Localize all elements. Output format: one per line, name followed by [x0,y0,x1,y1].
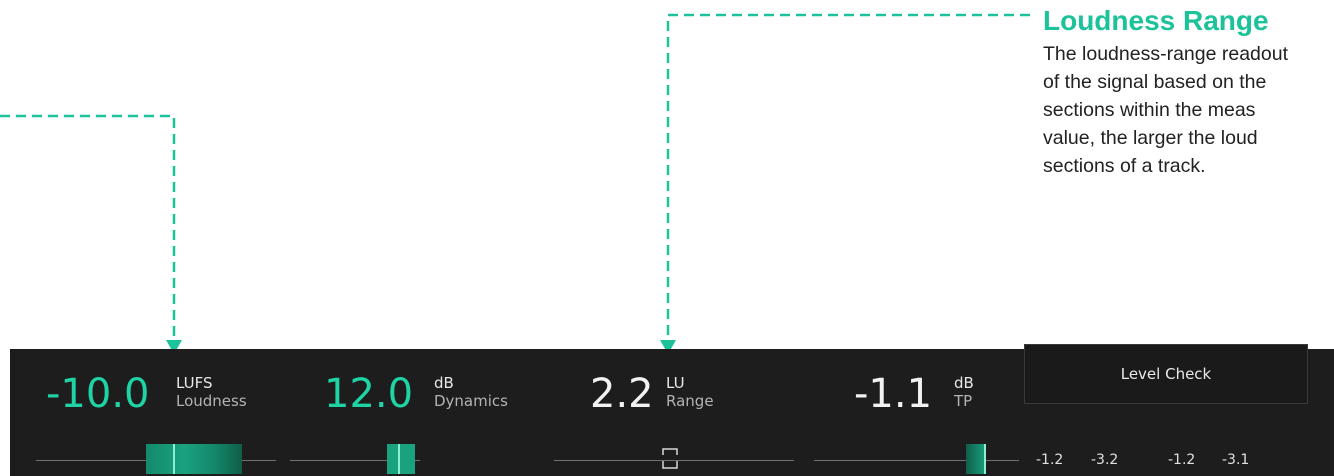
loudness-range-bar [146,444,242,474]
true-peak-scale-line [814,460,1019,461]
loudness-marker [173,444,175,474]
loudness-unit: LUFS [176,374,213,392]
annotation-line: sections of a track. [1043,155,1206,177]
range-label: Range [666,392,714,410]
level-check-value: -3.1 [1222,452,1250,468]
true-peak-unit: dB [954,374,974,392]
dynamics-label: Dynamics [434,392,508,410]
loudness-label: Loudness [176,392,247,410]
range-meter: 2.2 LU Range [550,349,800,476]
dynamics-range-bar [387,444,415,474]
loudness-meter: -10.0 LUFS Loudness [10,349,276,476]
annotation-body: The loudness-range readout of the signal… [1043,40,1334,180]
range-bracket-icon [662,448,678,469]
true-peak-bar [966,444,986,474]
dynamics-marker [398,444,400,474]
range-value: 2.2 [590,371,654,417]
dynamics-scale-line [290,460,420,461]
meter-strip: -10.0 LUFS Loudness 12.0 dB Dynamics 2.2… [10,344,1334,476]
true-peak-value: -1.1 [854,371,933,417]
annotation-line: sections within the meas [1043,99,1256,121]
dynamics-unit: dB [434,374,454,392]
level-check-value: -3.2 [1091,452,1119,468]
annotation-line: value, the larger the loud [1043,127,1258,149]
level-check-value: -1.2 [1036,452,1064,468]
range-unit: LU [666,374,685,392]
loudness-value: -10.0 [46,371,150,417]
true-peak-marker [984,444,986,474]
dynamics-meter: 12.0 dB Dynamics [280,349,520,476]
loudness-connector-line [0,114,176,340]
annotation-line: of the signal based on the [1043,71,1267,93]
range-scale-line [554,460,794,461]
annotation-line: The loudness-range readout [1043,43,1288,65]
level-check-button[interactable]: Level Check [1024,344,1308,404]
annotation-title: Loudness Range [1043,5,1269,36]
dynamics-value: 12.0 [324,371,414,417]
range-connector-line [666,13,1030,340]
true-peak-meter: -1.1 dB TP [810,349,1020,476]
true-peak-label: TP [954,392,973,410]
level-check-value: -1.2 [1168,452,1196,468]
